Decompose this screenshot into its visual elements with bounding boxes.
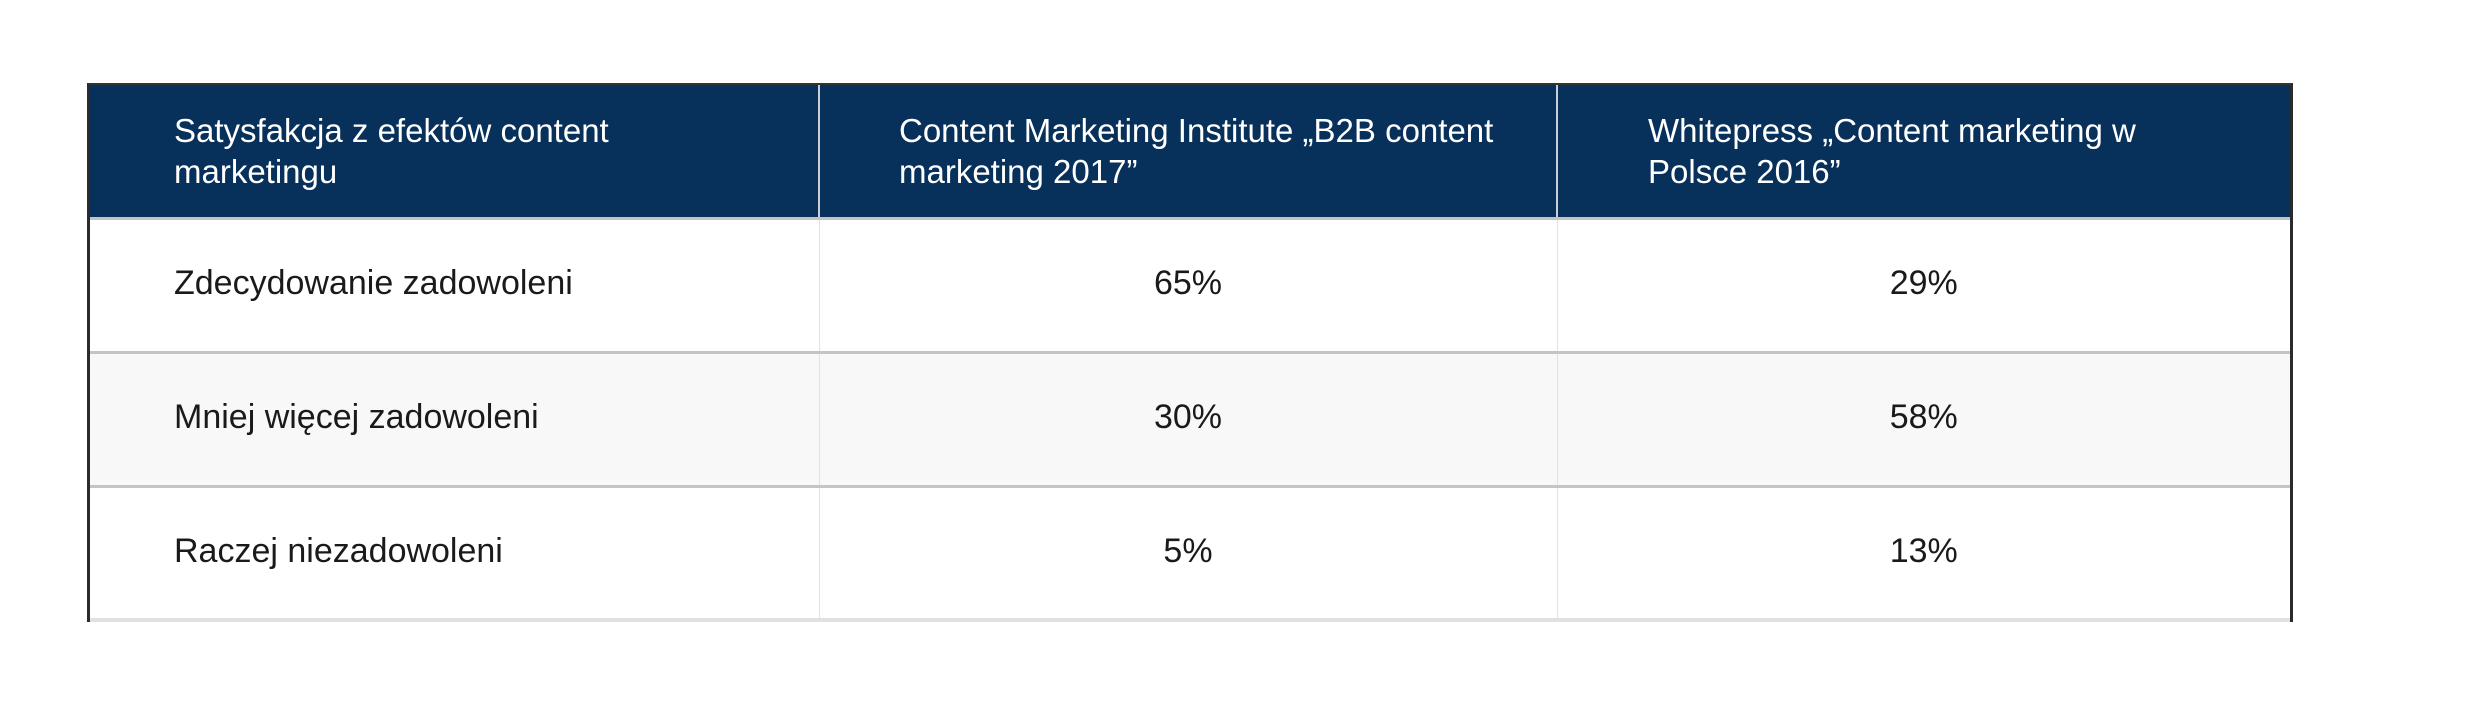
row-label: Raczej niezadowoleni [90, 486, 820, 622]
table-body: Zdecydowanie zadowoleni 65% 29% Mniej wi… [90, 218, 2290, 622]
table-row: Raczej niezadowoleni 5% 13% [90, 486, 2290, 622]
whitepress-value: 29% [1557, 218, 2290, 354]
table-header: Satysfakcja z efektów content marketingu… [90, 85, 2290, 220]
whitepress-value: 58% [1557, 352, 2290, 488]
row-label: Mniej więcej zadowoleni [90, 352, 820, 488]
whitepress-value: 13% [1557, 486, 2290, 622]
data-table: Satysfakcja z efektów content marketingu… [90, 85, 2290, 622]
table-row: Mniej więcej zadowoleni 30% 58% [90, 352, 2290, 488]
cmi-value: 65% [819, 218, 1558, 354]
row-label: Zdecydowanie zadowoleni [90, 218, 820, 354]
cmi-value: 30% [819, 352, 1558, 488]
header-satisfaction: Satysfakcja z efektów content marketingu [90, 85, 820, 220]
header-cmi-2017: Content Marketing Institute „B2B content… [819, 85, 1558, 220]
table-row: Zdecydowanie zadowoleni 65% 29% [90, 218, 2290, 354]
header-row: Satysfakcja z efektów content marketingu… [90, 85, 2290, 220]
satisfaction-comparison-table: Satysfakcja z efektów content marketingu… [87, 83, 2293, 622]
header-whitepress-2016: Whitepress „Content marketing w Polsce 2… [1557, 85, 2290, 220]
cmi-value: 5% [819, 486, 1558, 622]
